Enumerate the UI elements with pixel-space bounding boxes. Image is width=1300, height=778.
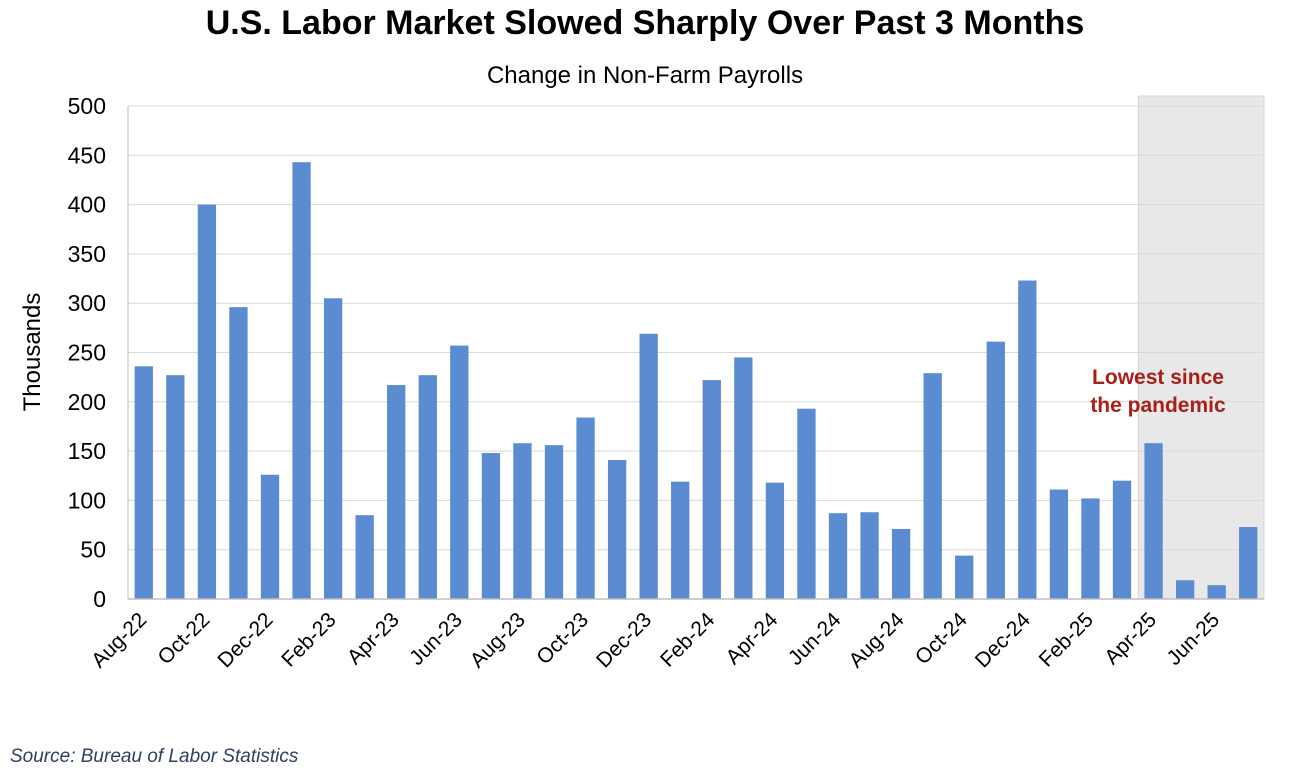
bar <box>765 482 785 599</box>
y-tick-label: 0 <box>93 586 106 612</box>
bar <box>134 366 153 599</box>
bar <box>1112 480 1132 599</box>
bar <box>828 513 848 599</box>
y-tick-label: 100 <box>68 487 106 513</box>
bar <box>671 481 690 599</box>
bar <box>355 515 374 599</box>
bar <box>955 555 974 599</box>
gridlines <box>128 105 1264 551</box>
bar <box>1144 443 1163 599</box>
bar <box>450 345 469 599</box>
bar <box>229 307 248 599</box>
bar <box>544 445 564 599</box>
bar <box>1175 580 1195 599</box>
y-tick-label: 150 <box>68 438 106 464</box>
x-tick-label: Jun-23 <box>405 608 467 670</box>
chart-subtitle: Change in Non-Farm Payrolls <box>486 62 804 89</box>
x-tick-label: Aug-23 <box>466 608 530 672</box>
bar <box>860 512 879 599</box>
source-note: Source: Bureau of Labor Statistics <box>10 746 299 767</box>
annotation-lowest-since-pandemic: Lowest since the pandemic <box>1090 366 1226 417</box>
x-tick-label: Apr-23 <box>343 608 404 669</box>
x-tick-label: Feb-24 <box>656 608 720 672</box>
bar <box>607 459 627 599</box>
y-tick-label: 350 <box>68 241 106 267</box>
axes <box>127 106 1264 600</box>
bars <box>134 162 1258 599</box>
chart-title: U.S. Labor Market Slowed Sharply Over Pa… <box>205 4 1085 42</box>
bar <box>576 417 595 599</box>
x-tick-label: Oct-24 <box>911 608 972 669</box>
x-tick-label: Feb-23 <box>277 608 340 671</box>
bar <box>197 204 217 599</box>
bar <box>639 333 658 599</box>
y-tick-label: 300 <box>68 290 106 316</box>
x-tick-label: Feb-25 <box>1035 608 1098 671</box>
y-tick-label: 200 <box>68 389 106 415</box>
bar <box>1049 489 1069 599</box>
bar <box>481 453 501 599</box>
bar <box>1207 585 1226 599</box>
y-tick-label: 450 <box>68 142 106 168</box>
y-tick-label: 400 <box>68 192 106 218</box>
y-tick-labels: 0 50 100 150 200 250 300 350 400 450 500 <box>68 93 106 612</box>
bar <box>891 528 911 599</box>
bar <box>1018 280 1037 599</box>
x-tick-label: Dec-22 <box>213 608 277 672</box>
bar <box>986 341 1005 599</box>
x-tick-label: Aug-22 <box>87 608 151 672</box>
x-tick-label: Dec-23 <box>592 608 656 672</box>
bar <box>166 375 185 599</box>
bar <box>418 375 437 599</box>
y-tick-label: 250 <box>68 340 106 366</box>
bar <box>387 385 406 599</box>
x-tick-label: Oct-22 <box>154 608 215 669</box>
bar <box>292 162 311 599</box>
y-tick-label: 500 <box>68 93 106 119</box>
x-tick-label: Dec-24 <box>971 608 1035 672</box>
y-tick-label: 50 <box>80 537 106 563</box>
x-tick-label: Jun-24 <box>784 608 846 670</box>
x-tick-label: Jun-25 <box>1163 608 1225 670</box>
x-tick-label: Apr-24 <box>722 608 783 669</box>
bar <box>260 474 280 599</box>
bar <box>797 408 816 599</box>
x-tick-label: Aug-24 <box>844 608 908 672</box>
bar <box>702 380 721 599</box>
x-tick-label: Oct-23 <box>532 608 593 669</box>
bar <box>323 298 343 599</box>
bar <box>1081 498 1100 599</box>
x-tick-label: Apr-25 <box>1100 608 1161 669</box>
bar <box>513 443 532 599</box>
bar <box>734 357 753 599</box>
bar <box>923 373 942 599</box>
bar <box>1239 527 1258 599</box>
